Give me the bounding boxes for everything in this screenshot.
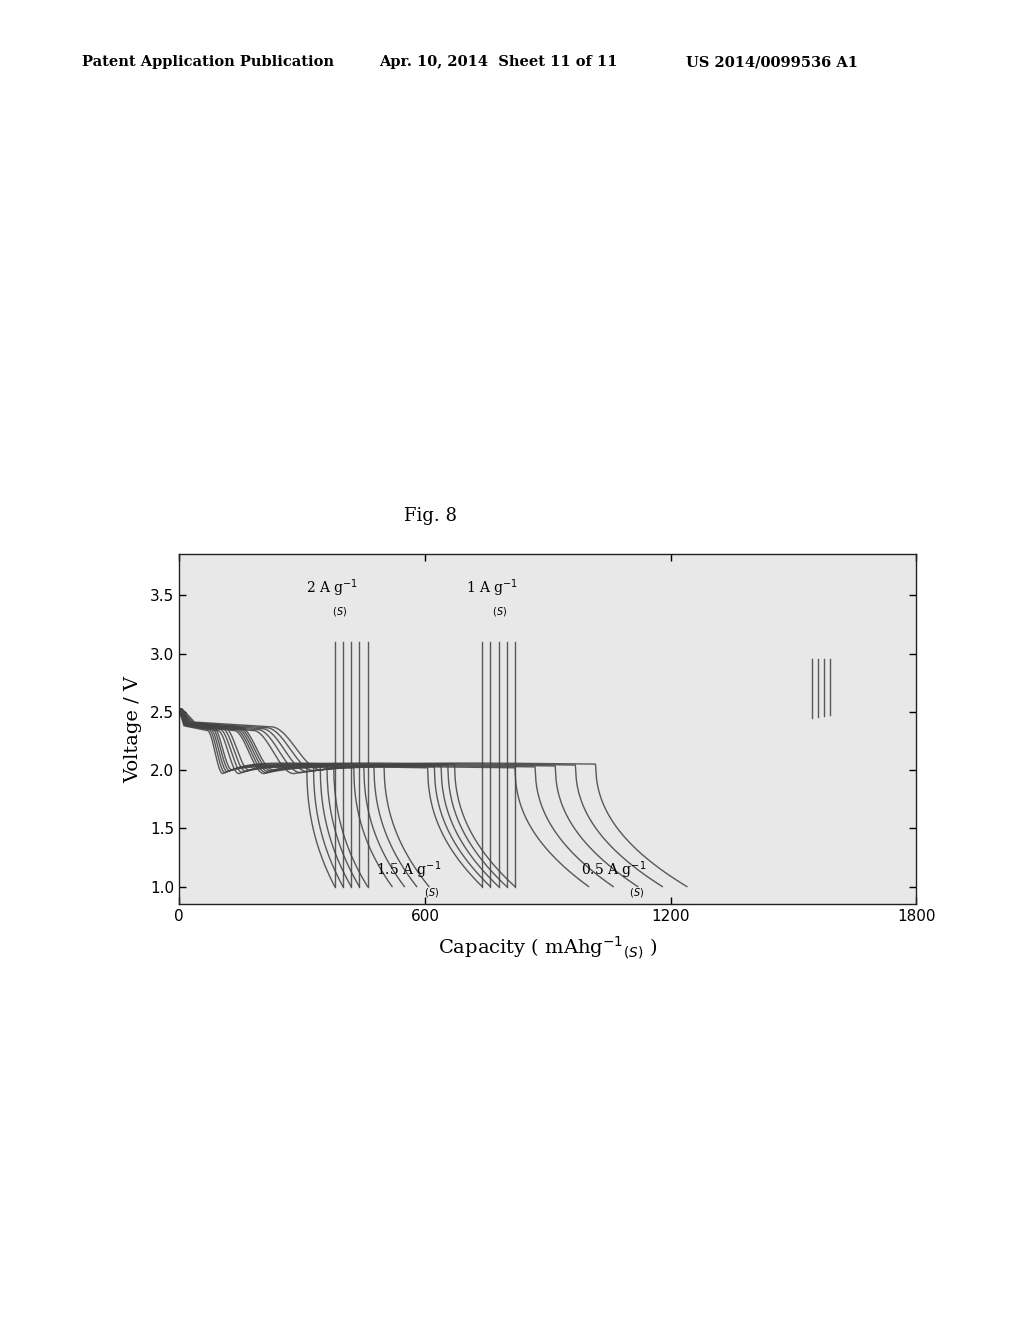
Text: Fig. 8: Fig. 8 <box>403 507 457 525</box>
Text: Patent Application Publication: Patent Application Publication <box>82 55 334 70</box>
Text: 1 A g$^{-1}$
      $_{(S)}$: 1 A g$^{-1}$ $_{(S)}$ <box>466 578 518 619</box>
Y-axis label: Voltage / V: Voltage / V <box>124 676 141 783</box>
X-axis label: Capacity ( mAhg$^{-1}$$_{(S)}$ ): Capacity ( mAhg$^{-1}$$_{(S)}$ ) <box>438 935 657 961</box>
Text: 2 A g$^{-1}$
      $_{(S)}$: 2 A g$^{-1}$ $_{(S)}$ <box>306 578 358 619</box>
Text: 1.5 A g$^{-1}$
           $_{(S)}$: 1.5 A g$^{-1}$ $_{(S)}$ <box>376 859 441 900</box>
Text: 0.5 A g$^{-1}$
           $_{(S)}$: 0.5 A g$^{-1}$ $_{(S)}$ <box>581 859 646 900</box>
Text: Apr. 10, 2014  Sheet 11 of 11: Apr. 10, 2014 Sheet 11 of 11 <box>379 55 617 70</box>
Text: US 2014/0099536 A1: US 2014/0099536 A1 <box>686 55 858 70</box>
